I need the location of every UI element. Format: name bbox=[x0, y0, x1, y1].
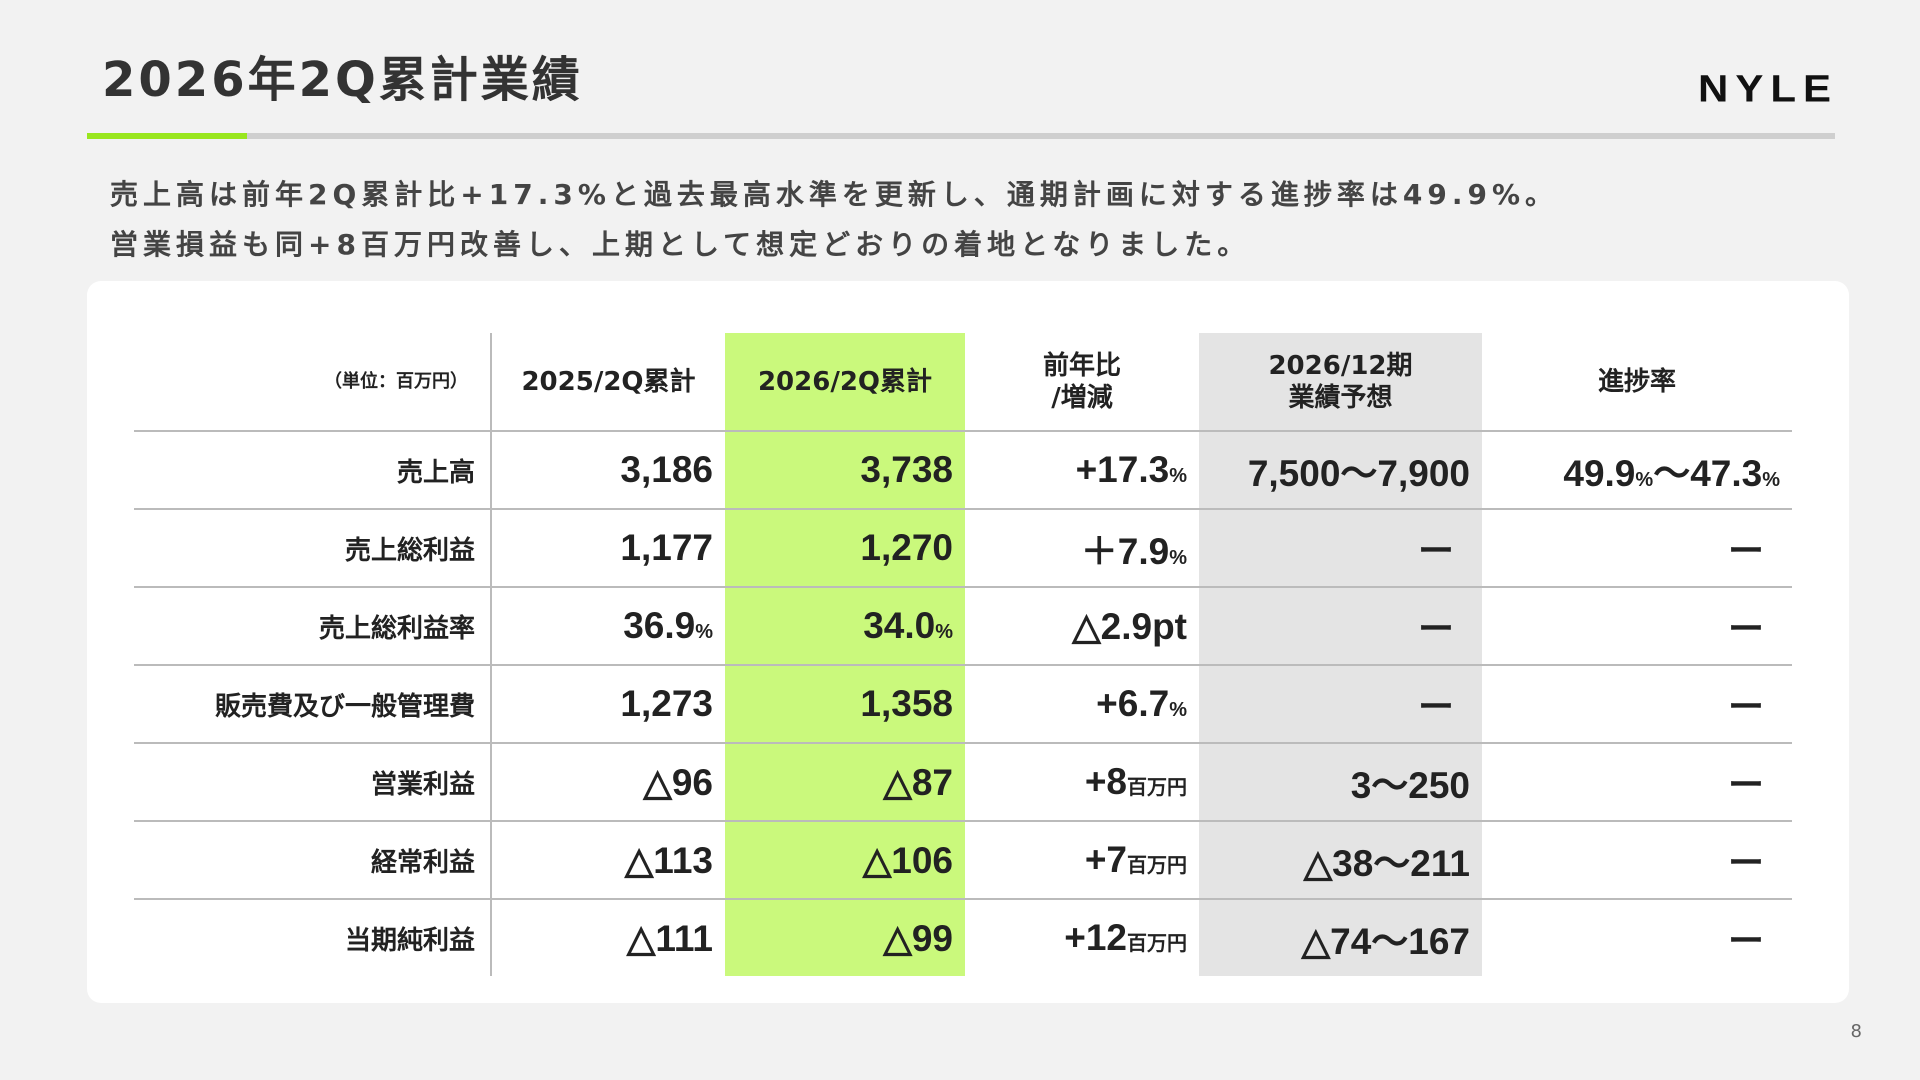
row-label: 売上総利益率 bbox=[134, 587, 492, 666]
prev-value: 1,177 bbox=[491, 509, 725, 588]
lead-line-2: 営業損益も同+8百万円改善し、上期として想定どおりの着地となりました。 bbox=[110, 228, 1251, 261]
row-label: 経常利益 bbox=[134, 821, 492, 900]
prev-value: △111 bbox=[626, 917, 713, 959]
progress-value: ー bbox=[1482, 665, 1792, 744]
row-label: 売上総利益 bbox=[134, 509, 492, 588]
unit-label: （単位：百万円） bbox=[134, 333, 492, 432]
progress-sep: ～ bbox=[1653, 453, 1691, 494]
progress-value: ー bbox=[1482, 821, 1792, 900]
header-progress: 進捗率 bbox=[1482, 333, 1792, 432]
progress-value: ー bbox=[1482, 743, 1792, 822]
prev-unit: % bbox=[695, 621, 713, 643]
header-forecast-line1: 2026/12期 bbox=[1268, 350, 1413, 381]
table-row: 営業利益 △96 △87 +8百万円 3～250 ー bbox=[134, 743, 1792, 822]
progress-value: ー bbox=[1482, 509, 1792, 588]
forecast-value: ー bbox=[1199, 665, 1482, 744]
curr-value: 1,358 bbox=[725, 665, 965, 744]
yoy-value: +8百万円 bbox=[965, 743, 1199, 822]
yoy-value: +6.7% bbox=[965, 665, 1199, 744]
yoy-number: ＋7.9 bbox=[1080, 531, 1170, 572]
yoy-unit: 百万円 bbox=[1127, 933, 1187, 955]
yoy-number: +12 bbox=[1064, 917, 1127, 958]
yoy-number: +6.7 bbox=[1096, 683, 1170, 724]
title-divider-accent bbox=[87, 133, 247, 139]
yoy-unit: 百万円 bbox=[1127, 777, 1187, 799]
row-label: 売上高 bbox=[134, 431, 492, 510]
yoy-value: +7百万円 bbox=[965, 821, 1199, 900]
yoy-unit: % bbox=[1169, 547, 1187, 569]
curr-value: 1,270 bbox=[725, 509, 965, 588]
lead-line-1: 売上高は前年2Q累計比+17.3%と過去最高水準を更新し、通期計画に対する進捗率… bbox=[110, 178, 1559, 211]
header-yoy: 前年比 /増減 bbox=[965, 333, 1199, 432]
progress-a: 49.9 bbox=[1563, 453, 1636, 494]
forecast-value: 3～250 bbox=[1199, 743, 1482, 822]
row-label: 当期純利益 bbox=[134, 899, 492, 976]
yoy-number: +8 bbox=[1084, 761, 1127, 802]
curr-value: △106 bbox=[725, 821, 965, 900]
forecast-value: ー bbox=[1199, 509, 1482, 588]
curr-value: △87 bbox=[725, 743, 965, 822]
yoy-unit: % bbox=[1169, 465, 1187, 487]
header-forecast-line2: 業績予想 bbox=[1288, 382, 1393, 413]
prev-value: 36.9% bbox=[491, 587, 725, 666]
curr-value: △99 bbox=[725, 899, 965, 976]
forecast-value: △38～211 bbox=[1199, 821, 1482, 900]
prev-number: 36.9 bbox=[623, 605, 696, 646]
prev-value: △96 bbox=[491, 743, 725, 822]
header-forecast: 2026/12期 業績予想 bbox=[1199, 333, 1482, 432]
table-row: 売上総利益 1,177 1,270 ＋7.9% ー ー bbox=[134, 509, 1792, 588]
results-card: （単位：百万円） 2025/2Q累計 2026/2Q累計 前年比 /増減 202… bbox=[87, 281, 1849, 1003]
curr-value: 34.0% bbox=[725, 587, 965, 666]
title-divider bbox=[87, 133, 1835, 139]
nyle-logo: NYLE bbox=[1697, 67, 1838, 110]
progress-a-unit: % bbox=[1635, 469, 1654, 491]
table-row: 経常利益 △113 △106 +7百万円 △38～211 ー bbox=[134, 821, 1792, 900]
prev-value: △113 bbox=[491, 821, 725, 900]
yoy-number: +7 bbox=[1084, 839, 1127, 880]
forecast-value: △74～167 bbox=[1199, 899, 1482, 976]
curr-number: 34.0 bbox=[863, 605, 936, 646]
progress-value: ー bbox=[1482, 587, 1792, 666]
progress-b-unit: % bbox=[1762, 469, 1780, 491]
curr-unit: % bbox=[935, 621, 953, 643]
table-row: 当期純利益 △111 △99 +12百万円 △74～167 ー bbox=[134, 899, 1792, 976]
prev-value: 1,273 bbox=[491, 665, 725, 744]
page-title: 2026年2Q累計業績 bbox=[102, 52, 583, 108]
yoy-value: △2.9pt bbox=[965, 587, 1199, 666]
table-header-row: （単位：百万円） 2025/2Q累計 2026/2Q累計 前年比 /増減 202… bbox=[134, 333, 1792, 432]
table-row: 売上高 3,186 3,738 +17.3% 7,500～7,900 49.9%… bbox=[134, 431, 1792, 510]
page-number: 8 bbox=[1850, 1021, 1862, 1042]
header-yoy-line2: /増減 bbox=[1051, 382, 1113, 413]
table-row: 売上総利益率 36.9% 34.0% △2.9pt ー ー bbox=[134, 587, 1792, 666]
yoy-unit: % bbox=[1169, 699, 1187, 721]
yoy-value: +12百万円 bbox=[965, 899, 1199, 976]
yoy-value: +17.3% bbox=[965, 431, 1199, 510]
forecast-value: ー bbox=[1199, 587, 1482, 666]
yoy-number: +17.3 bbox=[1075, 449, 1170, 490]
results-table: （単位：百万円） 2025/2Q累計 2026/2Q累計 前年比 /増減 202… bbox=[134, 333, 1792, 976]
yoy-unit: 百万円 bbox=[1127, 855, 1187, 877]
forecast-value: 7,500～7,900 bbox=[1199, 431, 1482, 510]
curr-value: 3,738 bbox=[725, 431, 965, 510]
prev-value: 3,186 bbox=[491, 431, 725, 510]
yoy-value: ＋7.9% bbox=[965, 509, 1199, 588]
header-yoy-line1: 前年比 bbox=[1042, 350, 1121, 381]
progress-b: 47.3 bbox=[1690, 453, 1763, 494]
progress-value: 49.9%～47.3% bbox=[1482, 431, 1792, 510]
row-label: 販売費及び一般管理費 bbox=[134, 665, 492, 744]
table-row: 販売費及び一般管理費 1,273 1,358 +6.7% ー ー bbox=[134, 665, 1792, 744]
header-prev: 2025/2Q累計 bbox=[491, 333, 725, 432]
lead-text: 売上高は前年2Q累計比+17.3%と過去最高水準を更新し、通期計画に対する進捗率… bbox=[110, 170, 1810, 270]
header-curr: 2026/2Q累計 bbox=[725, 333, 965, 432]
progress-value: ー bbox=[1727, 921, 1764, 962]
row-label: 営業利益 bbox=[134, 743, 492, 822]
